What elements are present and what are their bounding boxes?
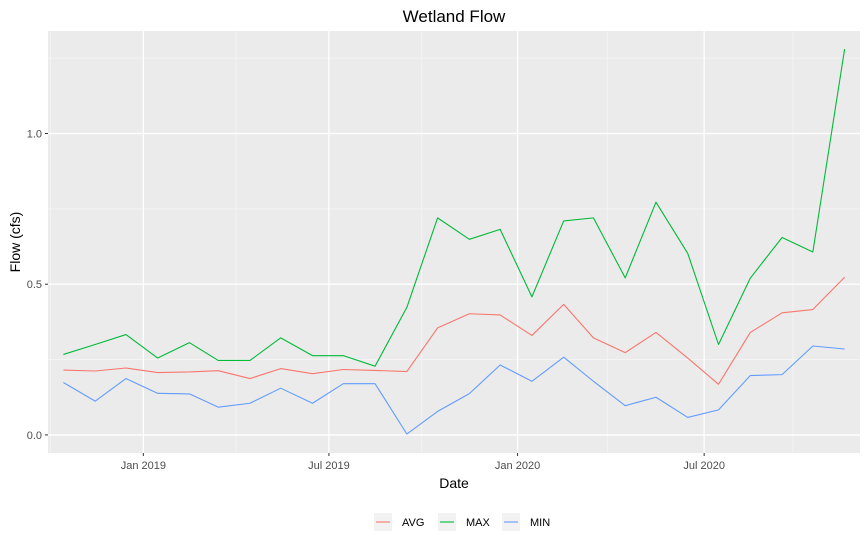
legend-label: MAX [466,517,491,529]
legend-item-min: MIN [502,513,550,531]
x-tick-label: Jan 2020 [495,460,540,472]
plot-panel [48,31,860,453]
y-axis: 0.0 0.5 1.0 [27,128,48,442]
grid-major [48,31,860,453]
y-axis-title: Flow (cfs) [7,212,23,273]
x-tick-label: Jul 2019 [308,460,350,472]
series-line-avg [63,276,846,385]
y-tick-label: 0.0 [27,430,42,442]
series-line-max [63,49,846,367]
y-tick-label: 0.5 [27,279,42,291]
x-tick-label: Jul 2020 [683,460,725,472]
legend: AVG MAX MIN [374,513,550,531]
legend-item-avg: AVG [374,513,424,531]
series-lines [63,49,846,435]
legend-item-max: MAX [438,513,491,531]
x-axis-title: Date [439,475,469,491]
grid-minor [48,31,860,453]
chart-title: Wetland Flow [403,7,506,26]
legend-label: AVG [402,517,424,529]
series-line-min [63,345,845,435]
legend-label: MIN [530,517,550,529]
x-axis: Jan 2019 Jul 2019 Jan 2020 Jul 2020 [121,453,725,472]
y-tick-label: 1.0 [27,128,42,140]
x-tick-label: Jan 2019 [121,460,166,472]
